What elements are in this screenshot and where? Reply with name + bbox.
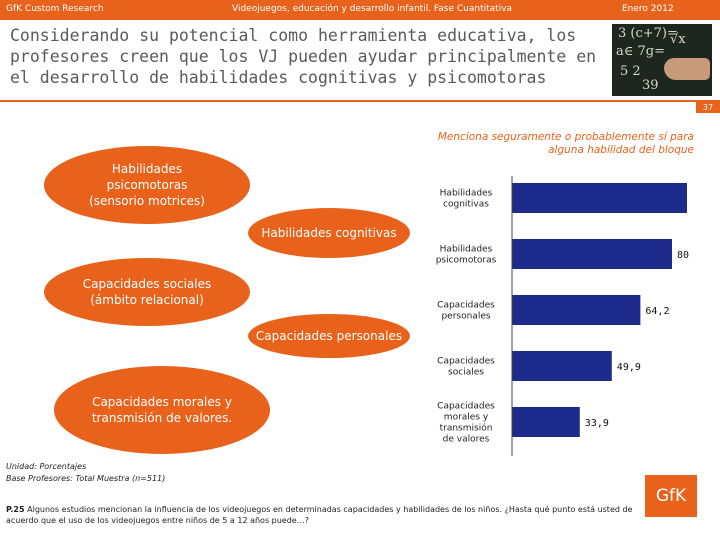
category-label-3: Capacidades sociales	[437, 357, 495, 378]
footer-question: P.25 Algunos estudios mencionan la influ…	[6, 504, 636, 526]
question-code: P.25	[6, 505, 25, 514]
category-label-2: Capacidades personales	[437, 301, 495, 322]
bar-0	[512, 183, 687, 213]
footer-unit: Unidad: Porcentajes	[6, 462, 87, 471]
data-label-3: 49,9	[617, 362, 641, 373]
title-divider	[0, 100, 720, 102]
bubble-capacidades-sociales: Capacidades sociales (ámbito relacional)	[44, 258, 250, 326]
bubble-habilidades-cognitivas: Habilidades cognitivas	[248, 208, 410, 258]
bubble-capacidades-personales: Capacidades personales	[248, 314, 410, 358]
footer-base-info: Unidad: Porcentajes Base Profesores: Tot…	[6, 461, 165, 485]
page-number: 37	[696, 102, 720, 113]
bar-1	[512, 239, 672, 269]
footer-base: Base Profesores: Total Muestra (n=511)	[6, 474, 166, 483]
bar-3	[512, 351, 612, 381]
chart-note: Menciona seguramente o probablemente sí …	[437, 131, 694, 156]
gfk-logo: GfK	[645, 475, 697, 517]
bubble-habilidades-psicomotoras: Habilidades psicomotoras (sensorio motri…	[44, 146, 250, 224]
slide-title: Considerando su potencial como herramien…	[10, 26, 597, 87]
blackboard-photo: 3 (c+7)= a∈ 7g= 5 2 √x 39	[612, 24, 712, 96]
bubble-capacidades-morales: Capacidades morales y transmisión de val…	[54, 366, 270, 454]
header-bar: GfK Custom Research Videojuegos, educaci…	[0, 0, 720, 20]
bar-2	[512, 295, 641, 325]
category-label-1: Habilidades psicomotoras	[436, 245, 497, 266]
question-text: Algunos estudios mencionan la influencia…	[6, 505, 633, 525]
header-study: Videojuegos, educación y desarrollo infa…	[232, 4, 513, 14]
data-label-2: 64,2	[645, 306, 669, 317]
data-label-1: 80,0	[677, 250, 690, 261]
bar-chart: 87,5Habilidadescognitivas80,0Habilidades…	[436, 176, 690, 456]
header-date: Enero 2012	[622, 4, 674, 14]
header-company: GfK Custom Research	[6, 4, 104, 14]
category-label-0: Habilidades cognitivas	[440, 189, 493, 210]
bar-4	[512, 407, 580, 437]
category-label-4: Capacidades morales y transmisión de valore…	[437, 402, 495, 445]
data-label-4: 33,9	[585, 418, 609, 429]
